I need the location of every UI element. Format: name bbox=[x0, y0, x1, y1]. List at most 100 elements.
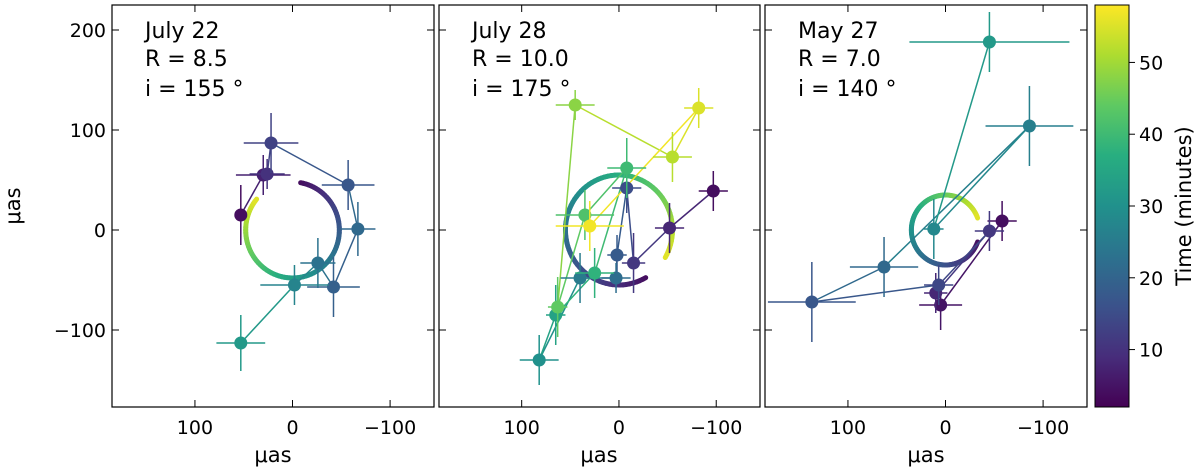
panel-3-date: May 27 bbox=[798, 19, 878, 44]
x-tick-label: 0 bbox=[286, 417, 298, 439]
panel-3-x-axis-label: μas bbox=[907, 443, 944, 467]
panel-1-track-segment bbox=[270, 142, 349, 186]
panel-2-track-segment bbox=[671, 107, 700, 158]
y-tick-label: 100 bbox=[70, 120, 106, 142]
panel-2-data-point bbox=[621, 233, 646, 293]
panel-2-track-segment bbox=[538, 314, 557, 361]
panel-2-data-point bbox=[601, 263, 631, 293]
data-marker bbox=[326, 280, 340, 294]
data-marker bbox=[932, 278, 946, 292]
panel-2-track-segment bbox=[556, 214, 586, 308]
panel-1-inclination: i = 155 ° bbox=[145, 77, 244, 102]
panel-2-track-segment bbox=[669, 190, 714, 229]
panel-2-x-axis-label: μas bbox=[580, 443, 617, 467]
panel-3-data-point bbox=[924, 265, 954, 305]
panel-1-data-point bbox=[234, 185, 248, 245]
panel-1-data-point bbox=[340, 202, 376, 256]
colorbar-tick-label: 30 bbox=[1139, 196, 1163, 218]
panel-2-track-segment bbox=[633, 227, 671, 264]
colorbar-tick-label: 20 bbox=[1139, 268, 1163, 290]
panel-3-orbit-segment bbox=[974, 213, 981, 221]
colorbar-tick-label: 10 bbox=[1139, 340, 1163, 362]
data-marker bbox=[351, 222, 365, 236]
data-marker bbox=[982, 224, 996, 238]
panel-2-ticks: 100 0 −100 bbox=[439, 5, 760, 439]
panel-1-track-segment bbox=[347, 184, 359, 230]
panel-2-data-point bbox=[654, 203, 685, 253]
data-marker bbox=[1022, 119, 1036, 133]
panel-2-data-point bbox=[684, 88, 714, 128]
panel-3-track-segment bbox=[883, 125, 1030, 268]
panel-3-frame bbox=[764, 4, 1088, 408]
panel-1-data-point bbox=[300, 238, 336, 288]
panel-1-ticks: 100 0 −100 200 100 0 −100 bbox=[54, 5, 434, 439]
data-marker bbox=[573, 271, 587, 285]
panel-3-data-point bbox=[985, 86, 1074, 166]
data-marker bbox=[609, 271, 623, 285]
panel-3-data-point bbox=[767, 262, 856, 342]
panel-3-data-point bbox=[924, 199, 944, 259]
panel-2-track-segment bbox=[556, 104, 576, 308]
data-marker bbox=[665, 150, 679, 164]
panel-3: 100 0 −100 May 27 R = 7.0 i = 140 ° bbox=[764, 4, 1088, 439]
panel-1-data-point bbox=[260, 265, 329, 305]
data-marker bbox=[583, 219, 597, 233]
panel-1-frame bbox=[111, 4, 435, 408]
panel-2-data-point bbox=[546, 285, 566, 345]
data-marker bbox=[610, 248, 624, 262]
y-axis-label: μas bbox=[1, 187, 25, 224]
data-marker bbox=[588, 266, 602, 280]
panel-2-frame bbox=[438, 4, 761, 408]
panel-3-track-segment bbox=[811, 284, 939, 303]
panel-1-r-value: R = 8.5 bbox=[145, 47, 228, 72]
panel-2: 100 0 −100 July 28 R = 10.0 i = 175 ° bbox=[438, 4, 761, 439]
data-marker bbox=[692, 101, 706, 115]
data-marker bbox=[995, 214, 1009, 228]
colorbar-label: Time (minutes) bbox=[1172, 126, 1196, 286]
data-marker bbox=[877, 260, 891, 274]
panel-2-data-point bbox=[575, 248, 615, 298]
panel-1-data bbox=[216, 113, 376, 371]
x-tick-label: 100 bbox=[830, 417, 866, 439]
x-tick-label: 100 bbox=[504, 417, 540, 439]
y-tick-label: −100 bbox=[54, 320, 106, 342]
data-marker bbox=[620, 161, 634, 175]
panel-2-data-point bbox=[607, 235, 627, 275]
panel-3-data-point bbox=[987, 201, 1017, 241]
data-marker bbox=[927, 222, 941, 236]
colorbar-gradient bbox=[1094, 4, 1130, 408]
data-marker bbox=[578, 208, 592, 222]
data-marker bbox=[264, 136, 278, 150]
panel-3-inclination: i = 140 ° bbox=[798, 77, 897, 102]
panel-2-data-point bbox=[555, 201, 624, 251]
x-tick-label: 0 bbox=[939, 417, 951, 439]
colorbar-ticks: 10 20 30 40 50 bbox=[1129, 52, 1163, 362]
panel-3-track-segment bbox=[811, 266, 885, 303]
data-marker bbox=[663, 221, 677, 235]
panel-2-track-segment bbox=[584, 167, 628, 216]
data-marker bbox=[341, 178, 355, 192]
panel-2-track-segment bbox=[616, 187, 628, 256]
panel-2-track-segment bbox=[574, 104, 673, 158]
panel-2-data-point bbox=[653, 132, 692, 182]
panel-1-track-segment bbox=[332, 228, 359, 288]
panel-1-data-point bbox=[321, 160, 375, 210]
panel-2-date: July 28 bbox=[470, 19, 547, 44]
x-tick-label: −100 bbox=[690, 417, 742, 439]
panel-2-inclination: i = 175 ° bbox=[472, 77, 571, 102]
panel-1-data-point bbox=[216, 315, 266, 371]
data-marker bbox=[568, 98, 582, 112]
data-marker bbox=[311, 256, 325, 270]
panel-2-data-point bbox=[698, 171, 728, 211]
panel-1-data-point bbox=[249, 159, 285, 189]
data-marker bbox=[551, 300, 565, 314]
panel-3-track-segment bbox=[933, 125, 1030, 230]
data-marker bbox=[982, 35, 996, 49]
x-tick-label: −100 bbox=[1017, 417, 1069, 439]
panel-1-data-point bbox=[307, 257, 360, 317]
data-marker bbox=[234, 208, 248, 222]
data-marker bbox=[287, 278, 301, 292]
panel-3-track-segment bbox=[938, 230, 990, 286]
x-tick-label: 0 bbox=[613, 417, 625, 439]
